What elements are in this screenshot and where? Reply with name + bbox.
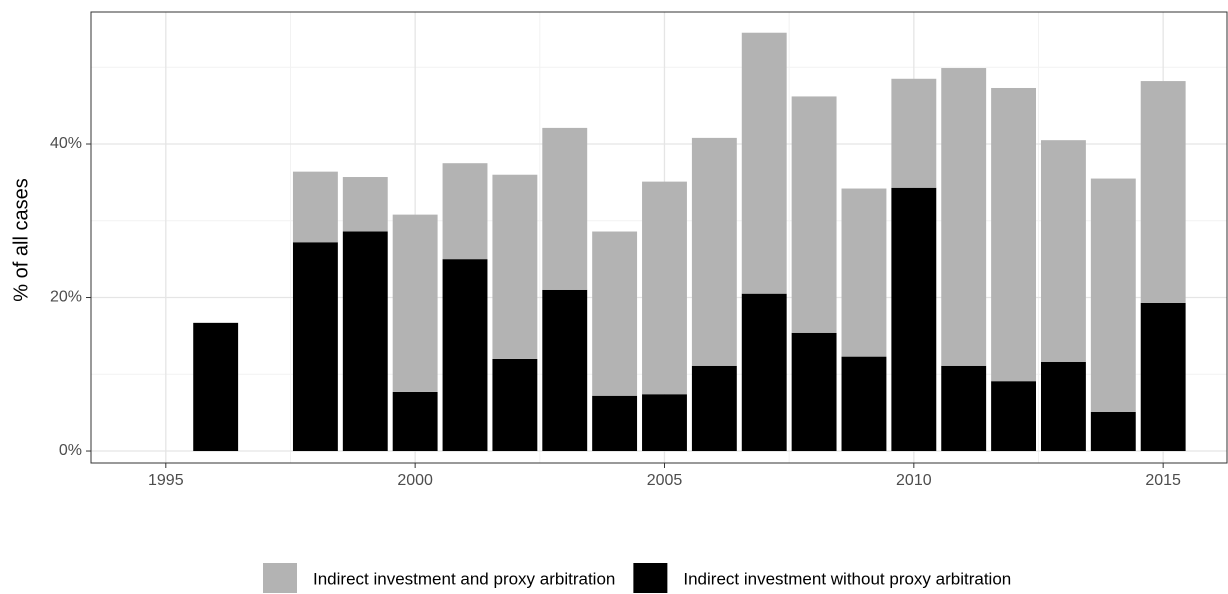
bar	[193, 322, 239, 452]
bar	[1090, 411, 1136, 452]
bar	[1140, 302, 1186, 452]
bar	[642, 394, 687, 452]
bar	[691, 365, 737, 452]
bar	[342, 177, 388, 232]
bar	[691, 137, 737, 366]
bar	[741, 293, 787, 452]
bar	[492, 358, 538, 452]
bar	[392, 214, 438, 392]
x-tick-label: 2010	[896, 472, 932, 489]
bar	[891, 78, 937, 188]
bar	[1040, 140, 1086, 362]
bar	[592, 395, 638, 452]
bar	[791, 332, 837, 452]
bar	[991, 87, 1037, 382]
x-tick-label: 2005	[647, 472, 683, 489]
legend-key	[633, 563, 668, 593]
y-tick-label: 40%	[50, 135, 82, 152]
panel-border	[90, 11, 1228, 464]
bar	[1140, 81, 1186, 303]
bar	[642, 181, 687, 395]
legend-label: Indirect investment without proxy arbitr…	[683, 569, 1011, 588]
bar	[342, 231, 388, 452]
bar	[592, 231, 638, 396]
x-tick-label: 1995	[148, 472, 184, 489]
legend-key	[263, 563, 297, 593]
y-tick-label: 20%	[50, 289, 82, 306]
bar	[442, 259, 488, 452]
bar	[542, 127, 588, 290]
bar	[741, 32, 787, 294]
bar	[492, 174, 538, 359]
bar	[392, 391, 438, 452]
legend-label: Indirect investment and proxy arbitratio…	[313, 569, 615, 588]
bar	[791, 96, 837, 333]
bar	[442, 163, 488, 260]
y-axis-title: % of all cases	[10, 178, 32, 301]
bar	[891, 187, 937, 452]
y-tick-label: 0%	[59, 442, 82, 459]
bar	[841, 356, 887, 452]
bar	[991, 381, 1037, 452]
bar	[292, 242, 338, 452]
bar	[1040, 361, 1086, 452]
bar	[841, 188, 887, 357]
x-tick-label: 2000	[397, 472, 433, 489]
bar	[542, 289, 588, 452]
bar	[941, 68, 987, 366]
bar	[292, 171, 338, 243]
x-tick-label: 2015	[1145, 472, 1181, 489]
bar	[1090, 178, 1136, 412]
bar	[941, 365, 987, 452]
